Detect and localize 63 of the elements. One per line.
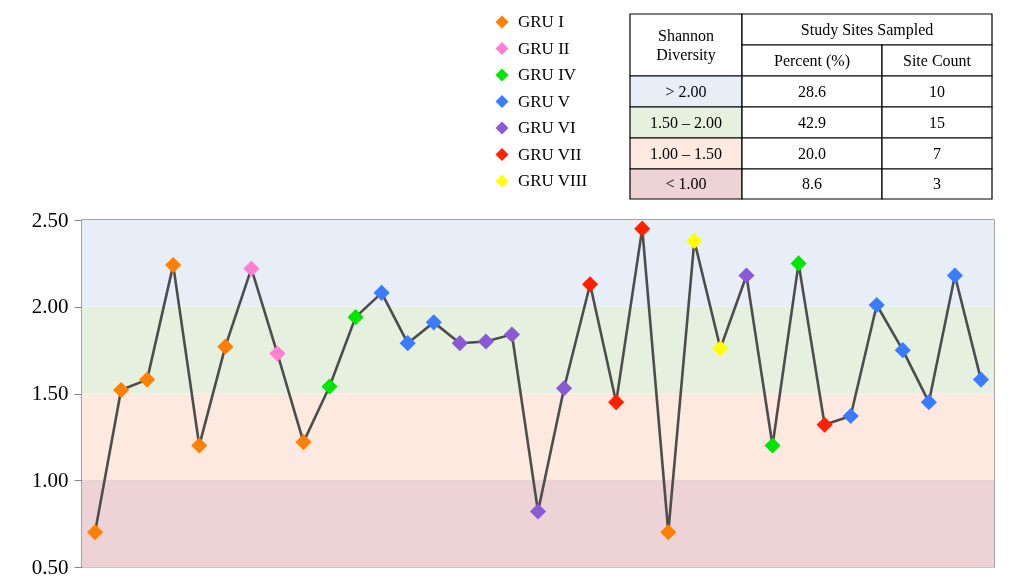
point [529, 503, 547, 520]
point [347, 309, 364, 326]
point [165, 257, 182, 274]
text: < 1.00 [665, 175, 707, 192]
text: 20.0 [798, 144, 826, 162]
point [86, 524, 104, 541]
text: 15 [929, 113, 945, 131]
text: 3 [933, 175, 941, 192]
point [868, 296, 885, 314]
text: 1.00 – 1.50 [650, 144, 722, 162]
point [582, 276, 599, 293]
point [816, 416, 833, 433]
legend-label: GRU VI [518, 118, 577, 137]
text: 10 [929, 82, 945, 100]
legend-label: GRU I [518, 12, 565, 31]
y-tick-label: 1.50 [31, 381, 69, 405]
text: Shannon Diversity [656, 27, 716, 64]
point [764, 437, 781, 454]
point [686, 232, 703, 249]
text: Percent (%) [774, 51, 850, 70]
point [477, 333, 494, 350]
legend-label: GRU IV [518, 65, 577, 84]
point [790, 255, 807, 272]
point [295, 434, 312, 451]
text: 7 [933, 144, 941, 162]
text: 1.50 – 2.00 [650, 113, 722, 131]
y-tick-label: 1.00 [31, 467, 69, 492]
point [373, 284, 390, 301]
point [946, 267, 963, 284]
point [243, 260, 260, 277]
legend-label: GRU II [518, 38, 570, 58]
point [321, 378, 338, 395]
point [556, 380, 573, 397]
point [608, 394, 625, 411]
text: 8.6 [802, 175, 822, 192]
text: > 2.00 [665, 82, 707, 100]
legend-label: GRU VII [518, 144, 582, 164]
point [113, 381, 130, 399]
point [842, 407, 859, 425]
legend-label: GRU VIII [518, 171, 588, 190]
point [738, 267, 755, 284]
y-tick-label: 2.00 [31, 294, 69, 319]
legend-label: GRU V [518, 91, 571, 111]
point [660, 524, 677, 541]
text: Site Count [902, 51, 972, 69]
text: 28.6 [798, 82, 826, 100]
text: 42.9 [798, 113, 826, 131]
y-tick-label: 2.50 [31, 207, 69, 232]
point [451, 335, 468, 352]
point [399, 335, 416, 352]
point [712, 340, 729, 357]
point [920, 394, 937, 411]
text: Study Sites Sampled [800, 20, 934, 39]
point [634, 220, 651, 237]
point [425, 314, 442, 331]
point [503, 326, 520, 343]
y-tick-label: 0.50 [31, 554, 69, 579]
point [139, 371, 156, 388]
point [894, 342, 911, 359]
point [269, 345, 286, 362]
point [191, 437, 208, 454]
point [217, 338, 234, 355]
point [972, 371, 990, 388]
